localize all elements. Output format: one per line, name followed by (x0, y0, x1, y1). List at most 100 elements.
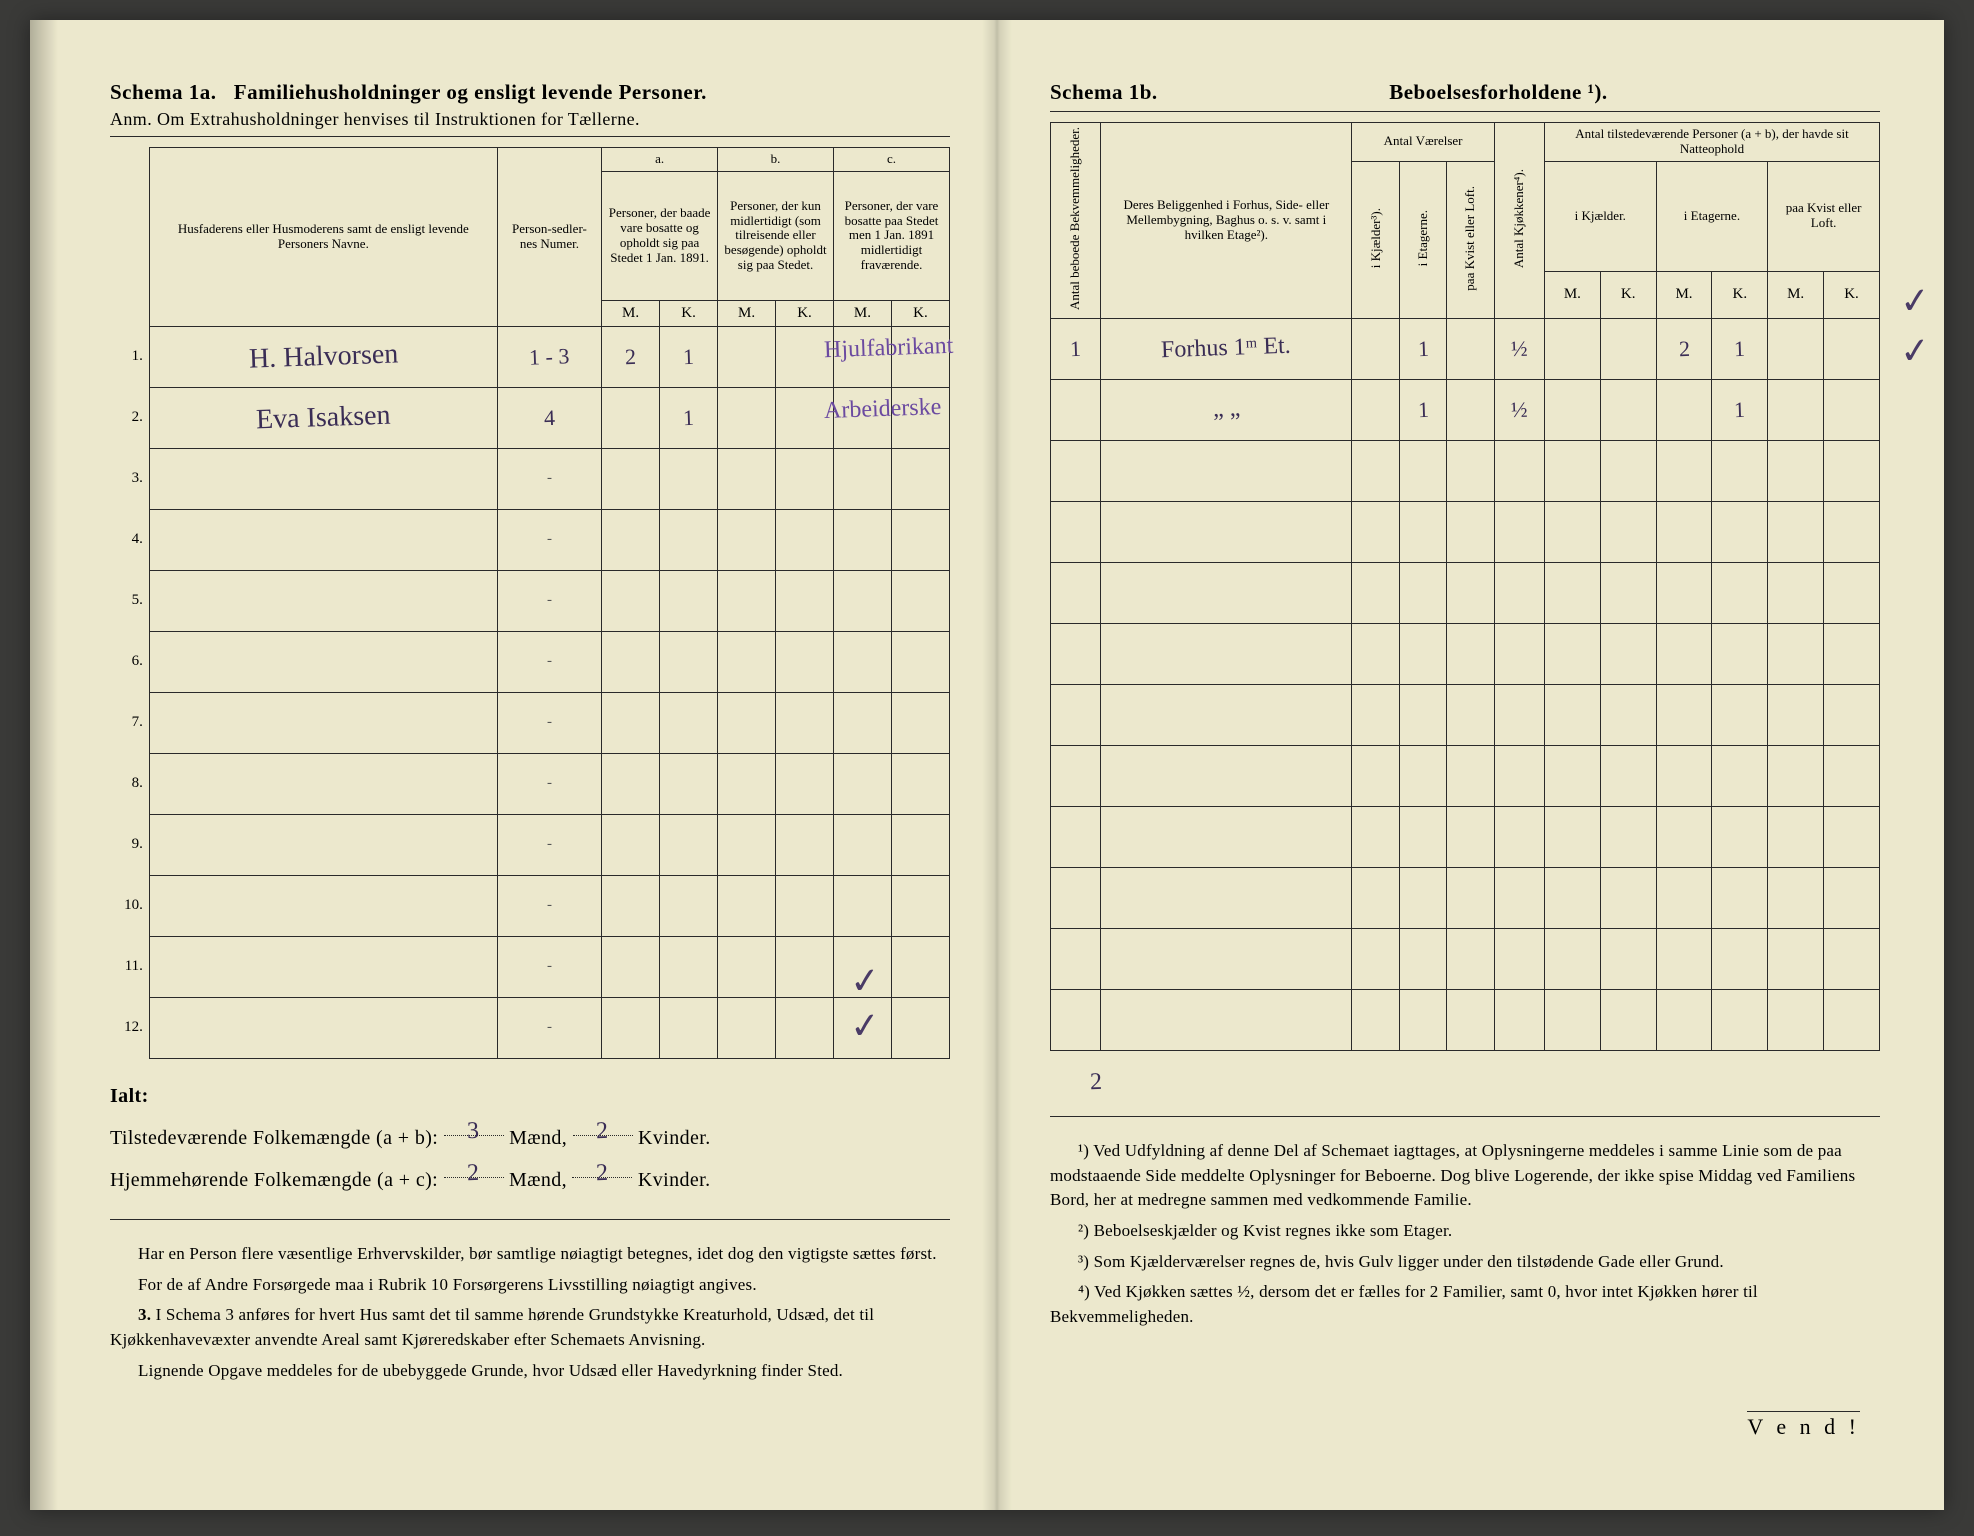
rule (110, 136, 950, 137)
footnote: Lignende Opgave meddeles for de ubebygge… (110, 1359, 950, 1384)
name-written: H. Halvorsen (248, 338, 398, 375)
table-row: 7.- (110, 692, 950, 753)
footnote: For de af Andre Forsørgede maa i Rubrik … (110, 1273, 950, 1298)
hdr-M: M. (1768, 271, 1824, 318)
table-row (1051, 806, 1880, 867)
hdr-a-text: Personer, der baade vare bosatte og opho… (602, 171, 718, 300)
name-written: Eva Isaksen (256, 400, 392, 437)
table-row: 12.- (110, 997, 950, 1058)
hdr-bekvem: Antal beboede Bekvemmeligheder. (1051, 123, 1101, 319)
cell-written: 1 (1734, 336, 1746, 362)
table-row (1051, 440, 1880, 501)
cell-written: 1 (1417, 397, 1429, 423)
schema-1a-subtitle: Anm. Om Extrahusholdninger henvises til … (110, 109, 950, 130)
hdr-names: Husfaderens eller Husmoderens samt de en… (149, 148, 497, 327)
hdr-M: M. (1656, 271, 1712, 318)
hdr-vaerelser: Antal Værelser (1352, 123, 1494, 162)
table-row: 4.- (110, 509, 950, 570)
table-row (1051, 928, 1880, 989)
hdr-cM: M. (833, 300, 891, 326)
hdr-bekvem-text: Antal beboede Bekvemmeligheder. (1068, 127, 1082, 310)
page: Schema 1a. Familiehusholdninger og ensli… (0, 0, 1974, 1536)
schema-1b-prefix: Schema 1b. (1050, 80, 1158, 104)
cell-written: ½ (1511, 397, 1528, 424)
occupation-written: Hjulfabrikant (824, 333, 954, 364)
kvinder-1: Kvinder. (638, 1127, 711, 1149)
hdr-c-label: c. (833, 148, 949, 172)
occupation-written: Arbeiderske (824, 394, 942, 425)
hdr-sedler: Person-sedler-nes Numer. (497, 148, 601, 327)
checkmark-icon: ✓ (848, 959, 882, 1003)
rule (110, 1219, 950, 1220)
hdr-v-et-text: i Etagerne. (1416, 210, 1430, 266)
right-footnotes: ¹) Ved Udfyldning af denne Del af Schema… (1050, 1139, 1880, 1329)
hdr-natte: Antal tilstedeværende Personer (a + b), … (1544, 123, 1879, 162)
hdr-n-kj: i Kjælder. (1544, 161, 1656, 271)
hdr-c-text: Personer, der vare bosatte paa Stedet me… (833, 171, 949, 300)
tilstede-K: 2 (596, 1109, 610, 1155)
schema-1a-table: Husfaderens eller Husmoderens samt de en… (110, 147, 950, 1059)
table-row: 2.Eva Isaksen41Arbeiderske (110, 387, 950, 448)
ialt-block: Ialt: Tilstedeværende Folkemængde (a + b… (110, 1077, 950, 1199)
hdr-b-text: Personer, der kun midlertidigt (som tilr… (718, 171, 834, 300)
cell-written: 2 (1678, 336, 1690, 362)
hdr-n-et: i Etagerne. (1656, 161, 1768, 271)
beligg-written: Forhus 1ᵐ Et. (1161, 333, 1292, 365)
hdr-n-kv: paa Kvist eller Loft. (1768, 161, 1880, 271)
table-row: 1.H. Halvorsen1 - 321Hjulfabrikant (110, 326, 950, 387)
hdr-K: K. (1600, 271, 1656, 318)
hdr-M: M. (1544, 271, 1600, 318)
maend-1: Mænd, (509, 1127, 567, 1149)
cell-written: 1 (1734, 397, 1746, 423)
cell-written: 1 (1070, 336, 1082, 362)
sedler-written: 1 - 3 (529, 343, 570, 370)
table-row (1051, 989, 1880, 1050)
schema-1a-main: Familiehusholdninger og ensligt levende … (234, 80, 707, 104)
footnote: ³) Som Kjælderværelser regnes de, hvis G… (1050, 1250, 1880, 1275)
hdr-aK: K. (660, 300, 718, 326)
checkmark-icon: ✓ (1898, 279, 1932, 323)
table-row: 3.- (110, 448, 950, 509)
hdr-kjokkener-text: Antal Kjøkkener⁴). (1512, 169, 1526, 268)
hdr-v-kj-text: i Kjælder³). (1369, 208, 1383, 268)
table-row: 11.- (110, 936, 950, 997)
hdr-bM: M. (718, 300, 776, 326)
hdr-v-kj: i Kjælder³). (1352, 161, 1399, 318)
hjemme-label: Hjemmehørende Folkemængde (a + c): (110, 1169, 438, 1191)
aK: 1 (683, 344, 695, 370)
hdr-b-label: b. (718, 148, 834, 172)
footnote-3-num: 3. (138, 1305, 151, 1324)
beligg-written: „ „ (1212, 396, 1240, 424)
table-row: 6.- (110, 631, 950, 692)
hdr-v-kv: paa Kvist eller Loft. (1447, 161, 1494, 318)
left-footnotes: Har en Person flere væsentlige Erhvervsk… (110, 1242, 950, 1383)
table-row (1051, 623, 1880, 684)
tilstede-M: 3 (467, 1109, 481, 1155)
right-page: Schema 1b. Beboelsesforholdene ¹). Antal… (1010, 20, 1940, 1510)
left-page: Schema 1a. Familiehusholdninger og ensli… (30, 20, 990, 1510)
maend-2: Mænd, (509, 1169, 567, 1191)
hjemme-K: 2 (595, 1151, 609, 1197)
cell-written: 1 (1417, 336, 1429, 362)
hdr-K: K. (1824, 271, 1880, 318)
table-row (1051, 501, 1880, 562)
rule (1050, 111, 1880, 112)
rule (1050, 1116, 1880, 1117)
hdr-a-label: a. (602, 148, 718, 172)
checkmark-icon: ✓ (1898, 329, 1932, 373)
table-row (1051, 562, 1880, 623)
table-row: „ „ 1 ½ 1 (1051, 379, 1880, 440)
footnote-3-text: I Schema 3 anføres for hvert Hus samt de… (110, 1305, 874, 1349)
table-row: 1Forhus 1ᵐ Et.1½21 (1051, 318, 1880, 379)
hdr-K: K. (1712, 271, 1768, 318)
hdr-kjokkener: Antal Kjøkkener⁴). (1494, 123, 1544, 319)
hdr-v-et: i Etagerne. (1399, 161, 1446, 318)
hdr-cK: K. (891, 300, 949, 326)
footnote: ²) Beboelseskjælder og Kvist regnes ikke… (1050, 1219, 1880, 1244)
hdr-aM: M. (602, 300, 660, 326)
table-row (1051, 745, 1880, 806)
kvinder-2: Kvinder. (638, 1169, 711, 1191)
table-row (1051, 684, 1880, 745)
footnote: ¹) Ved Udfyldning af denne Del af Schema… (1050, 1139, 1880, 1213)
table-row: 5.- (110, 570, 950, 631)
